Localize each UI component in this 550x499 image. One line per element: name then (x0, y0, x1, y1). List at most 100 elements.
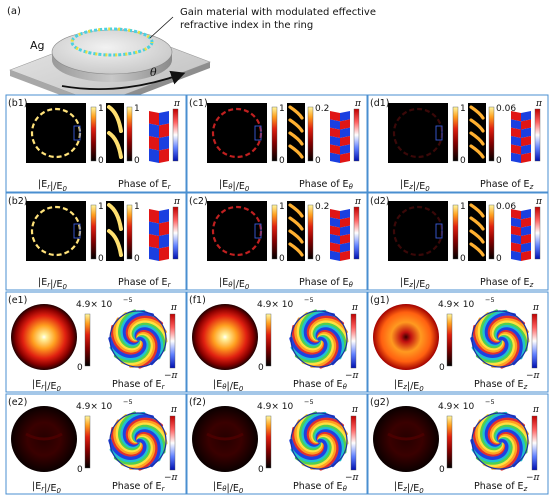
phase-colorbar (353, 206, 360, 260)
spiral-band (470, 438, 509, 461)
phase-label: Phase of Ez (480, 179, 534, 191)
phase-stripe-left (511, 242, 521, 253)
phase-colorbar (531, 313, 538, 369)
panel-g2: (g2) 4.9× 10 −5 0 π −π |Ez|/E0 Phase of Ez (367, 393, 549, 495)
panel-b2: (b2) 1 0 1 0 π |Er|/E0 Phase of Er (5, 192, 187, 291)
zoom-colorbar-max: 0.06 (496, 202, 516, 212)
phase-top-label: π (170, 303, 178, 313)
phase-image (330, 111, 350, 163)
phase-stripe-right (159, 234, 169, 249)
colorbar-max: 1 (98, 104, 104, 114)
phase-stripe-left (511, 144, 521, 155)
colorbar-min: 0 (98, 156, 104, 166)
phase-top-label: π (535, 99, 543, 109)
zoom-box (73, 223, 81, 239)
colorbar-max-exponent: −5 (123, 296, 133, 304)
panel-f2: (f2) 4.9× 10 −5 0 π −π |Eθ|/E0 Phase of Eθ (186, 393, 368, 495)
zoom-colorbar-min: 0 (315, 156, 321, 166)
phase-colorbar (531, 415, 538, 471)
amplitude-colorbar (446, 415, 453, 469)
zoom-colorbar-min: 0 (134, 156, 140, 166)
amplitude-colorbar (452, 204, 459, 260)
colorbar-max-exponent: −5 (123, 398, 133, 406)
annotation-line-2: refractive index in the ring (180, 20, 313, 31)
phase-stripe-left (330, 250, 340, 261)
phase-stripe-right (340, 217, 350, 228)
phase-stripe-right (340, 119, 350, 130)
phase-disc-edge (471, 310, 529, 368)
phase-top-label: π (354, 197, 362, 207)
phase-top-label: π (351, 405, 359, 415)
colorbar-max: 1 (460, 104, 466, 114)
gain-ring-modulation (70, 27, 154, 57)
phase-stripe-right (521, 217, 531, 228)
panel-a-label: (a) (7, 6, 21, 17)
zoom-colorbar-min: 0 (496, 254, 502, 264)
zoom-box (73, 125, 81, 141)
phase-stripe-right (340, 242, 350, 253)
zoom-lobe (107, 105, 123, 133)
colorbar-min: 0 (439, 363, 445, 373)
colorbar-max: 4.9× 10 (438, 300, 474, 310)
zoom-lobe (469, 203, 485, 218)
zoom-colorbar-min: 0 (496, 156, 502, 166)
phase-bottom-label: −π (345, 473, 360, 483)
amplitude-colorbar (90, 204, 97, 260)
panel-label: (b1) (8, 98, 28, 109)
phase-stripe-left (511, 225, 521, 236)
zoom-box (254, 223, 262, 239)
substrate-label: Ag (30, 39, 45, 52)
faint-lobe (387, 432, 425, 441)
phase-top-label: π (170, 405, 178, 415)
panel-label: (d2) (370, 196, 390, 207)
colorbar-max: 4.9× 10 (76, 300, 112, 310)
amplitude-colorbar (90, 106, 97, 162)
phase-label: Phase of Eθ (299, 179, 354, 191)
phase-bottom-label: −π (164, 371, 179, 381)
colorbar-min: 0 (279, 156, 285, 166)
colorbar-min: 0 (258, 465, 264, 475)
panel-label: (d1) (370, 98, 390, 109)
phase-stripe-left (330, 136, 340, 147)
phase-colorbar (172, 206, 179, 260)
zoom-box (435, 125, 443, 141)
phase-stripe-left (511, 136, 521, 147)
phase-stripe-right (521, 225, 531, 236)
zoom-lobe (288, 216, 304, 231)
ring-image (388, 103, 448, 163)
spiral-band (108, 438, 147, 461)
phase-stripe-left (330, 127, 340, 138)
panel-label: (g1) (370, 295, 390, 306)
colorbar-max-exponent: −5 (485, 398, 495, 406)
phase-label: Phase of Ez (474, 481, 528, 493)
phase-stripe-left (511, 127, 521, 138)
annotation-pointer (149, 16, 174, 39)
phase-stripe-right (521, 209, 531, 220)
phase-stripe-right (159, 221, 169, 236)
phase-stripe-right (159, 148, 169, 163)
phase-stripe-left (511, 152, 521, 163)
zoom-lobe (288, 229, 304, 244)
panel-a: (a) Gain material with modulated effecti… (7, 6, 376, 110)
zoom-lobe (107, 229, 123, 257)
ring-image (207, 103, 267, 163)
phase-label: Phase of Er (112, 481, 166, 493)
phase-image (330, 209, 350, 261)
panel-e1: (e1) 4.9× 10 −5 0 π −π |Er|/E0 Phase of Er (5, 291, 187, 393)
zoom-colorbar (307, 106, 314, 162)
phase-stripe-right (521, 250, 531, 261)
amplitude-colorbar (265, 313, 272, 367)
panel-c1: (c1) 1 0 0.2 0 π |Eθ|/E0 Phase of Eθ (186, 94, 368, 193)
panel-label: (f1) (189, 295, 206, 306)
panel-e2: (e2) 4.9× 10 −5 0 π −π |Er|/E0 Phase of Er (5, 393, 187, 495)
zoom-colorbar-max: 1 (134, 202, 140, 212)
phase-stripe-left (330, 119, 340, 130)
phase-disc-edge (109, 310, 167, 368)
phase-bottom-label: −π (164, 473, 179, 483)
colorbar-max: 4.9× 10 (76, 402, 112, 412)
phase-stripe-right (521, 127, 531, 138)
phase-bottom-label: −π (526, 473, 541, 483)
phase-stripe-right (521, 234, 531, 245)
phase-spiral (289, 309, 349, 369)
